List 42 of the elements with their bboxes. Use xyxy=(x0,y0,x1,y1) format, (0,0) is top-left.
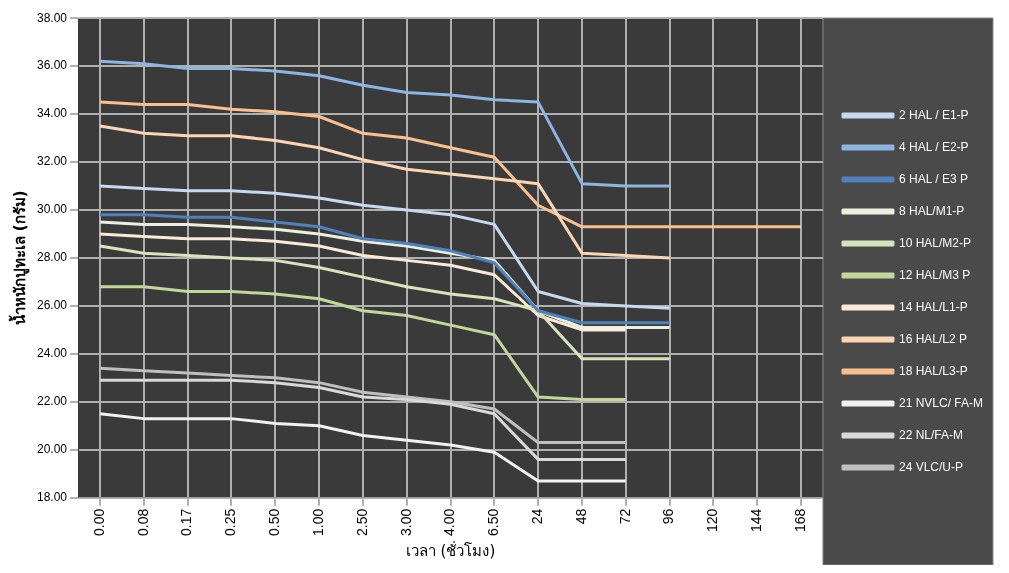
legend-label: 6 HAL / E3 P xyxy=(898,171,968,186)
y-tick-label: 32.00 xyxy=(37,154,68,169)
y-tick-label: 36.00 xyxy=(37,58,68,73)
legend-label: 21 NVLC/ FA-M xyxy=(898,395,984,410)
x-tick-label: 0.17 xyxy=(178,508,195,536)
legend-label: 12 HAL/M3 P xyxy=(898,267,971,282)
legend-label: 18 HAL/L3-P xyxy=(898,363,968,378)
legend-label: 8 HAL/M1-P xyxy=(898,203,965,218)
x-tick-label: 24 xyxy=(529,508,545,525)
x-tick-label: 6.50 xyxy=(485,508,502,536)
x-tick-label: 144 xyxy=(748,508,765,533)
x-tick-label: 2.50 xyxy=(353,508,370,536)
x-tick-label: 0.25 xyxy=(222,508,239,536)
x-tick-label: 4.00 xyxy=(441,508,458,536)
y-tick-label: 20.00 xyxy=(37,442,68,457)
y-tick-label: 30.00 xyxy=(37,202,68,217)
y-tick-label: 24.00 xyxy=(37,346,68,361)
x-tick-label: 3.00 xyxy=(397,508,414,536)
y-tick-label: 34.00 xyxy=(37,106,68,121)
x-tick-label: 48 xyxy=(572,508,589,525)
x-tick-label: 0.08 xyxy=(134,508,151,536)
y-axis-title: น้ำหนักปูทะเล (กรัม) xyxy=(7,190,30,326)
y-tick-label: 18.00 xyxy=(37,490,68,505)
legend-label: 16 HAL/L2 P xyxy=(898,331,968,346)
legend-label: 22 NL/FA-M xyxy=(898,427,964,442)
x-tick-label: 1.00 xyxy=(309,508,326,536)
y-tick-label: 38.00 xyxy=(37,10,68,25)
x-tick-label: 120 xyxy=(704,508,721,533)
x-tick-label: 72 xyxy=(616,508,633,525)
y-tick-label: 26.00 xyxy=(37,298,68,313)
x-axis-title: เวลา (ชั่วโมง) xyxy=(405,539,496,560)
legend-label: 14 HAL/L1-P xyxy=(898,299,968,314)
legend-label: 10 HAL/M2-P xyxy=(898,235,972,250)
y-tick-label: 28.00 xyxy=(37,250,68,265)
x-tick-label: 0.00 xyxy=(90,508,107,536)
x-tick-label: 0.50 xyxy=(266,508,283,536)
legend-label: 4 HAL / E2-P xyxy=(898,139,969,154)
y-tick-label: 22.00 xyxy=(37,394,68,409)
legend-label: 24 VLC/U-P xyxy=(898,459,964,474)
legend-label: 2 HAL / E1-P xyxy=(898,107,969,122)
x-tick-label: 96 xyxy=(660,508,677,525)
x-tick-label: 168 xyxy=(791,508,808,533)
